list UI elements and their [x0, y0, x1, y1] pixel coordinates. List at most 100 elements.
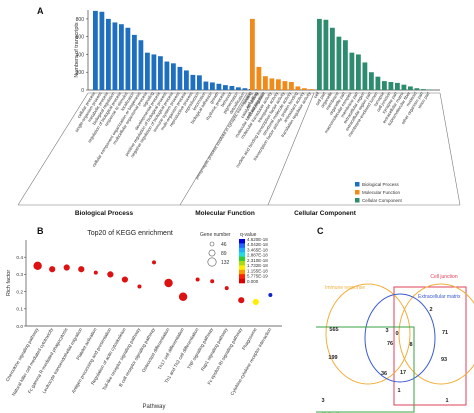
venn-set-label: Cell junction	[430, 274, 457, 280]
kegg-title: Top20 of KEGG enrichment	[87, 230, 173, 237]
go-base-plane: Biological Process Molecular Function Cell…	[17, 92, 461, 217]
go-bar	[106, 18, 111, 91]
venn-set-extracellular-matrix	[364, 293, 436, 383]
go-bar	[276, 79, 281, 90]
go-bar	[119, 24, 124, 90]
kegg-points	[33, 260, 273, 306]
kegg-color-bar-segment	[239, 261, 245, 266]
go-y-tick-label: 0	[81, 88, 84, 94]
go-bar	[382, 81, 387, 90]
venn-region-count: 36	[381, 371, 387, 377]
go-bar	[295, 86, 301, 90]
kegg-pathway-label: Rap1 signaling pathway	[200, 326, 229, 371]
go-bar	[184, 70, 189, 90]
go-legend-label: Biological Process	[362, 182, 400, 187]
go-bar	[171, 63, 176, 90]
go-legend-label: Cellular Component	[362, 198, 403, 203]
kegg-point	[224, 286, 229, 291]
go-group-divider	[267, 92, 315, 206]
go-y-tick-label: 600	[76, 35, 85, 41]
kegg-point	[164, 278, 173, 288]
kegg-axes: 0.0 0.1 0.2 0.3 0.4 Rich factor Pathway	[6, 240, 282, 410]
kegg-color-legend-label: 1.155E-18	[247, 268, 268, 273]
go-bar	[197, 75, 202, 90]
kegg-y-tick-label: 0.2	[16, 289, 23, 295]
go-bar	[336, 36, 342, 90]
go-bar	[138, 40, 144, 90]
go-group-label: Biological Process	[75, 210, 134, 217]
kegg-point	[178, 292, 188, 301]
venn-region-count: 2	[429, 307, 432, 313]
go-bar	[132, 34, 137, 90]
go-bar	[269, 78, 275, 90]
go-category-label: growth	[209, 90, 220, 104]
panel-letter-c: C	[317, 226, 324, 236]
kegg-point	[63, 264, 70, 271]
kegg-color-bar-segment	[239, 256, 245, 262]
kegg-color-bar-segment	[239, 239, 245, 244]
panel-letter-b: B	[37, 226, 44, 236]
go-bar	[317, 18, 322, 91]
kegg-y-axis-label: Rich factor	[6, 270, 12, 296]
go-bar	[190, 74, 196, 90]
venn-diagram: Cell junction Immune response Extracellula…	[316, 274, 474, 413]
go-bar	[229, 86, 235, 90]
kegg-scatter-chart: Top20 of KEGG enrichment 0.0 0.1 0.2 0.3 0.4…	[5, 230, 282, 410]
venn-shapes	[316, 283, 474, 413]
go-bar	[282, 81, 288, 90]
go-group-label: Cellular Component	[294, 210, 357, 217]
kegg-color-legend-label: 2.887E-18	[247, 253, 268, 258]
go-bar	[256, 66, 262, 90]
go-bar	[330, 27, 335, 90]
kegg-color-legend-label: 0.000	[247, 279, 259, 284]
kegg-point	[252, 298, 259, 306]
venn-region-count: 76	[387, 341, 393, 347]
go-y-tick-label: 200	[76, 70, 85, 76]
kegg-size-legend-label: 132	[221, 260, 230, 266]
venn-region-count: 71	[442, 330, 448, 336]
kegg-color-bar-segment	[239, 243, 245, 249]
go-bar	[289, 82, 294, 90]
go-bar	[343, 40, 348, 90]
venn-region-count: 1	[445, 398, 448, 404]
go-bar	[112, 22, 118, 91]
go-base-left-edge	[17, 92, 89, 206]
go-bar	[349, 52, 355, 90]
go-bar	[250, 18, 255, 91]
kegg-color-bar-segment	[239, 252, 245, 257]
go-category-label: binding	[242, 90, 254, 105]
kegg-color-legend-label: 2.310E-18	[247, 258, 268, 263]
go-bar	[323, 19, 329, 90]
go-bar	[356, 54, 361, 90]
kegg-color-legend-label: 4.620E-18	[247, 237, 268, 242]
go-legend-swatch	[355, 198, 360, 203]
kegg-size-legend-label: 89	[221, 251, 227, 257]
go-legend-label: Molecular Function	[362, 190, 401, 195]
venn-region-count: 17	[400, 370, 406, 376]
go-bar	[99, 11, 105, 90]
go-bar	[242, 88, 248, 90]
go-bar	[164, 61, 170, 90]
kegg-y-tick-label: 0.3	[16, 272, 23, 278]
kegg-pathway-label: Osteoclast differentiation	[141, 327, 171, 374]
kegg-color-legend-label: 1.732E-18	[247, 263, 268, 268]
kegg-point	[238, 297, 245, 304]
go-bar	[236, 87, 241, 90]
go-bar	[369, 72, 374, 90]
kegg-y-tick-label: 0.4	[16, 255, 23, 261]
venn-set-cell-junction	[393, 286, 467, 406]
kegg-color-legend-label: 5.775E-19	[247, 274, 268, 279]
kegg-size-legend-circle	[208, 249, 216, 257]
venn-set-immune-response-right	[398, 283, 474, 385]
kegg-point	[78, 266, 85, 273]
kegg-pathway-label: TNF signaling pathway	[186, 326, 214, 370]
venn-set-label: Immune response	[325, 285, 365, 291]
go-bar	[145, 52, 150, 90]
go-bars	[93, 10, 433, 91]
go-bar	[158, 56, 163, 90]
venn-region-count: 199	[328, 355, 337, 361]
kegg-color-bar-segment	[239, 247, 245, 253]
